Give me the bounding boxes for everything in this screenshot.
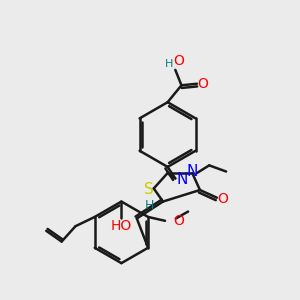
Text: N: N <box>177 172 188 188</box>
Text: N: N <box>187 164 198 179</box>
Text: O: O <box>173 54 184 68</box>
Text: O: O <box>173 214 184 228</box>
Text: H: H <box>165 59 173 69</box>
Text: O: O <box>198 77 208 91</box>
Text: O: O <box>217 192 228 206</box>
Text: HO: HO <box>111 219 132 233</box>
Text: S: S <box>144 182 154 197</box>
Text: H: H <box>144 199 154 212</box>
